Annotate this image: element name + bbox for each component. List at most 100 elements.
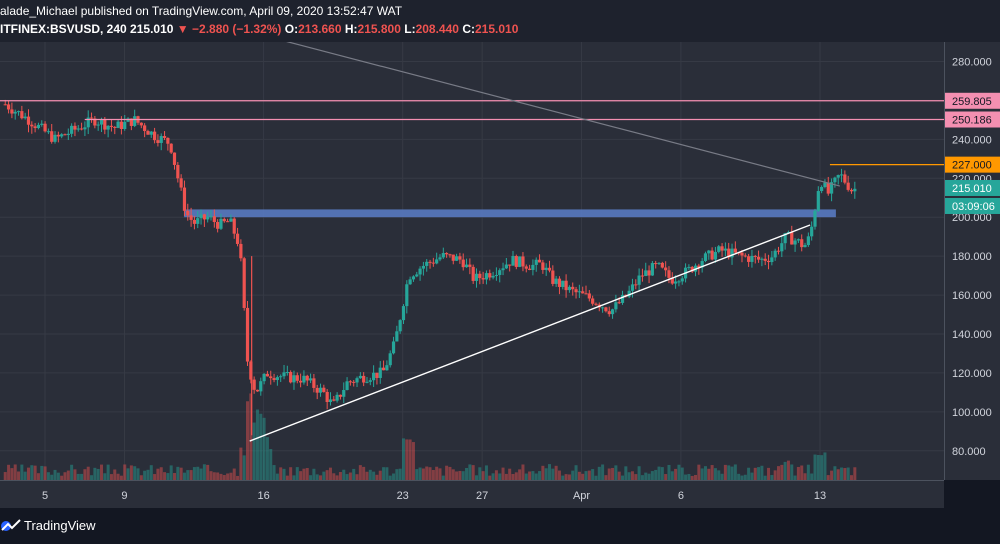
volume-bar <box>790 464 794 480</box>
candle-body <box>677 281 681 283</box>
volume-bar <box>355 474 359 480</box>
tradingview-brand[interactable]: TradingView <box>24 518 96 533</box>
chart-area[interactable] <box>0 42 944 480</box>
volume-bar <box>149 465 153 480</box>
candle-body <box>348 381 352 383</box>
candle-body <box>279 376 283 378</box>
candle-body <box>518 256 522 267</box>
candle-body <box>3 104 7 106</box>
volume-bar <box>33 465 37 480</box>
candle-body <box>391 341 396 354</box>
volume-bar <box>265 437 269 480</box>
author-name[interactable]: alade_Michael <box>0 4 78 18</box>
volume-bar <box>584 471 588 480</box>
volume-bar <box>375 474 379 480</box>
volume-bar <box>703 466 707 480</box>
price-label-box <box>945 179 1000 196</box>
low-label: L: <box>404 22 416 36</box>
volume-bar <box>664 474 668 480</box>
volume-bar <box>93 467 97 480</box>
volume-bar <box>252 422 256 480</box>
time-axis[interactable] <box>0 480 944 508</box>
y-tick-label: 160.000 <box>952 290 992 302</box>
candle-body <box>773 250 777 258</box>
volume-bar <box>776 466 780 480</box>
volume-bar <box>534 473 538 480</box>
candle-body <box>368 380 372 382</box>
candle-body <box>687 266 691 268</box>
candle-body <box>13 111 17 114</box>
volume-bar <box>531 471 535 480</box>
candle-body <box>113 126 117 128</box>
volume-bar <box>674 468 678 480</box>
volume-bar <box>292 475 296 480</box>
volume-bar <box>518 469 522 480</box>
candle-body <box>252 379 256 390</box>
volume-bar <box>129 465 133 480</box>
candle-body <box>56 134 60 137</box>
volume-bar <box>189 470 193 480</box>
candle-body <box>491 275 495 278</box>
candle-body <box>139 122 143 126</box>
candle-body <box>587 293 591 299</box>
price-label-text: 259.805 <box>952 96 992 108</box>
candle-body <box>36 124 41 129</box>
candle-body <box>680 278 684 282</box>
candle-body <box>272 378 276 381</box>
close-label: C: <box>462 22 475 36</box>
volume-bar <box>368 469 372 480</box>
candle-body <box>756 256 761 260</box>
volume-bar <box>372 471 376 480</box>
candle-body <box>607 311 611 315</box>
candle-body <box>747 256 751 262</box>
candle-body <box>581 291 585 294</box>
volume-bar <box>338 472 342 480</box>
candle-body <box>826 182 830 194</box>
volume-bar <box>388 475 392 480</box>
volume-bar <box>617 471 621 480</box>
candle-body <box>345 381 349 390</box>
volume-bar <box>242 455 246 480</box>
candle-body <box>547 267 552 271</box>
candle-body <box>299 380 303 383</box>
candle-body <box>96 124 100 126</box>
volume-bar <box>743 474 747 480</box>
volume-bar <box>96 468 100 480</box>
candle-body <box>265 373 270 377</box>
volume-bar <box>670 471 674 480</box>
volume-bar <box>594 475 598 480</box>
candle-body <box>222 218 226 222</box>
candle-body <box>159 136 163 143</box>
volume-bar <box>554 465 558 480</box>
candle-body <box>395 331 399 342</box>
volume-bar <box>348 472 352 480</box>
high-value: 215.800 <box>357 22 401 36</box>
candle-body <box>521 256 525 267</box>
volume-bar <box>358 465 362 480</box>
volume-bar <box>289 467 293 480</box>
volume-bar <box>246 401 250 480</box>
candle-body <box>630 284 635 291</box>
volume-bar <box>319 475 323 480</box>
volume-bar <box>796 466 800 480</box>
candle-body <box>30 124 34 127</box>
candle-body <box>717 246 721 252</box>
volume-bar <box>415 469 419 480</box>
candle-body <box>448 254 452 256</box>
volume-bar <box>43 466 47 480</box>
candle-body <box>285 371 289 373</box>
x-tick-label: 27 <box>476 490 488 502</box>
symbol-label[interactable]: ITFINEX:BSVUSD, 240 <box>0 22 127 36</box>
volume-bar <box>823 452 827 480</box>
volume-bar <box>272 465 276 480</box>
ohlc-line: ITFINEX:BSVUSD, 240 215.010 ▼ −2.880 (−1… <box>0 22 518 36</box>
candle-body <box>763 258 767 261</box>
candle-body <box>295 375 299 381</box>
volume-bar <box>468 464 472 480</box>
candle-body <box>40 123 44 125</box>
volume-bar <box>614 465 618 480</box>
candle-body <box>302 375 306 383</box>
volume-bar <box>634 474 638 480</box>
axis-layer: 80.000 100.000 120.000 140.000 160.000 180.00… <box>42 56 1000 502</box>
volume-bar <box>146 469 150 480</box>
